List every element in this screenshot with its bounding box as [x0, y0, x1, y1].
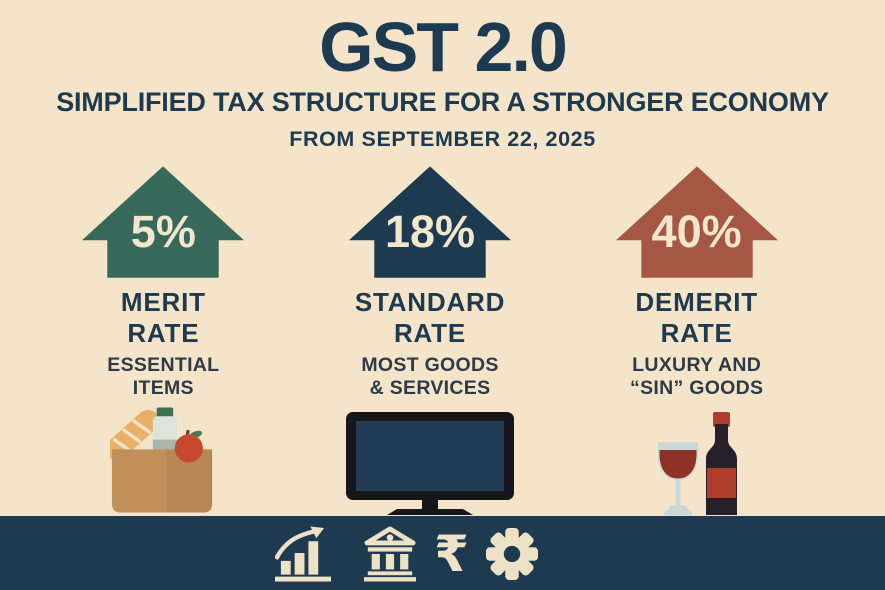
header: GST 2.0 SIMPLIFIED TAX STRUCTURE FOR A S…: [0, 0, 885, 152]
standard-rate-description: MOST GOODS & SERVICES: [361, 354, 499, 400]
bank-icon: [364, 526, 417, 582]
merit-percent: 5%: [130, 206, 196, 258]
demerit-percent: 40%: [651, 206, 742, 258]
standard-up-arrow: 18%: [349, 166, 511, 278]
page-title: GST 2.0: [319, 8, 568, 86]
growth-chart-icon: [275, 526, 332, 582]
baguette-icon: [109, 409, 159, 461]
demerit-rate-label: DEMERIT RATE: [635, 287, 758, 349]
merit-rate-label: MERIT RATE: [120, 287, 206, 349]
up-arrow-icon: [82, 166, 245, 278]
gear-icon: [485, 528, 538, 580]
demerit-up-arrow: 40%: [615, 166, 778, 278]
up-arrow-icon: [615, 166, 778, 278]
footer-bar: ₹: [0, 516, 885, 590]
television-icon: [346, 412, 514, 515]
wine-glass-icon: [657, 442, 698, 516]
grocery-bag-icon: [109, 407, 212, 513]
subtitle: SIMPLIFIED TAX STRUCTURE FOR A STRONGER …: [56, 87, 829, 118]
rate-column-merit: 5% MERIT RATE ESSENTIAL ITEMS: [30, 163, 297, 516]
demerit-rate-description: LUXURY AND “SIN” GOODS: [630, 354, 764, 400]
wine-bottle-icon: [705, 412, 737, 515]
merit-up-arrow: 5%: [82, 166, 245, 278]
merit-rate-description: ESSENTIAL ITEMS: [107, 354, 220, 400]
up-arrow-icon: [349, 166, 511, 278]
rate-columns: 5% MERIT RATE ESSENTIAL ITEMS: [0, 163, 885, 516]
wine-icon: [657, 412, 737, 516]
standard-rate-label: STANDARD RATE: [354, 287, 506, 349]
apple-icon: [174, 429, 203, 463]
footer-icons: ₹: [275, 525, 538, 583]
standard-percent: 18%: [384, 206, 476, 258]
rupee-icon: ₹: [434, 525, 469, 583]
rate-column-standard: 18% STANDARD RATE MOST GOODS & SERVICES: [297, 163, 564, 516]
bag-shade: [166, 449, 212, 513]
rate-column-demerit: 40% DEMERIT RATE LUXURY AND “SIN” GOODS: [563, 163, 830, 516]
paper-bag-shape: [111, 449, 212, 513]
effective-date: FROM SEPTEMBER 22, 2025: [289, 127, 596, 152]
